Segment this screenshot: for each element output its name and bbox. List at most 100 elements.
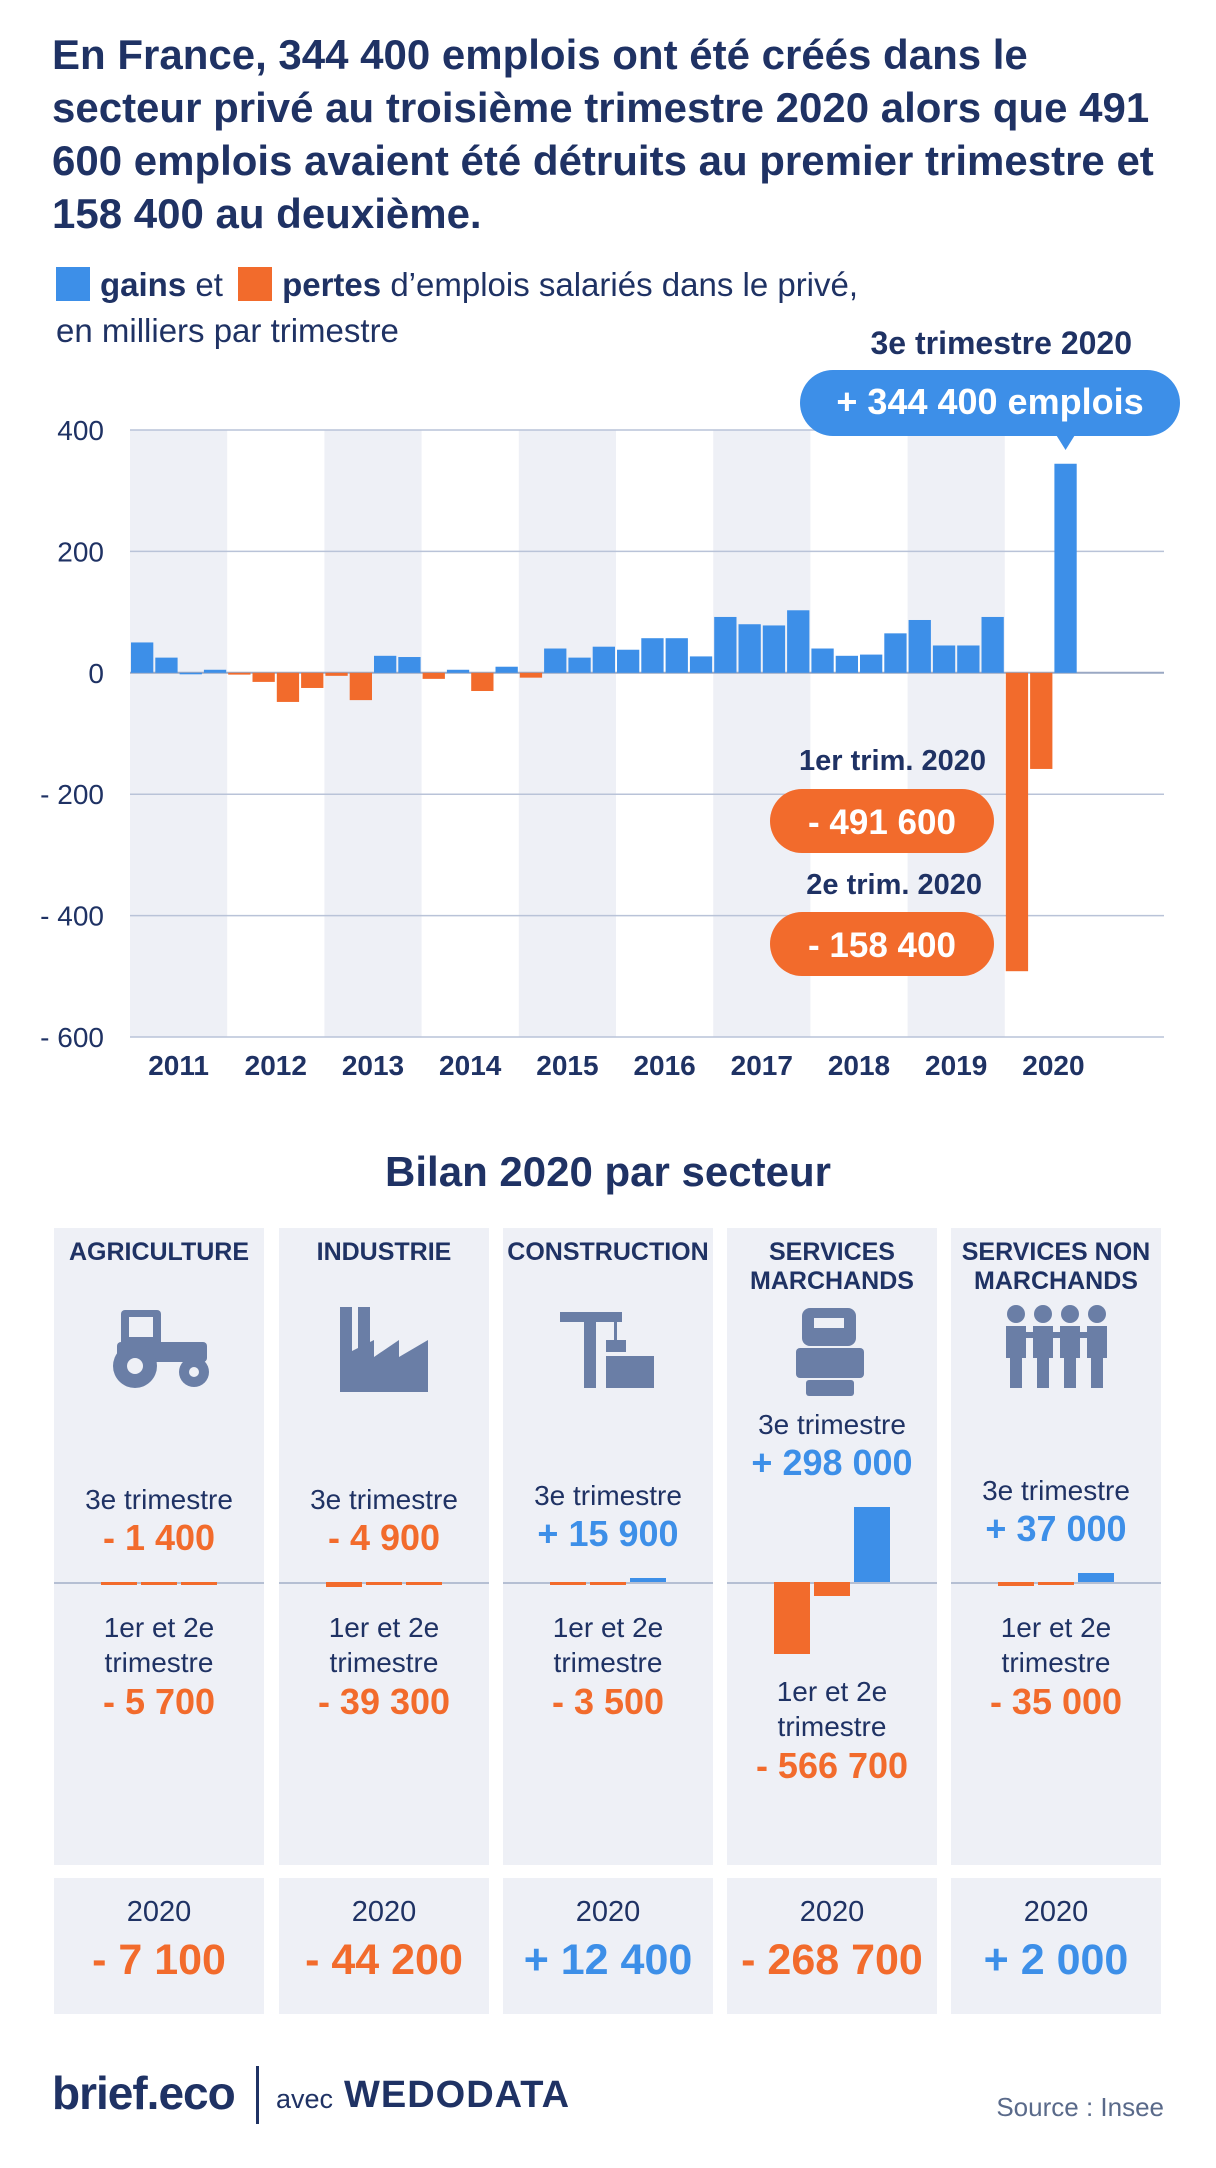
x-tick-label: 2018	[828, 1050, 890, 1081]
sector-total-panel	[951, 1878, 1161, 2014]
data-bar	[568, 657, 591, 673]
h1-value: - 35 000	[989, 1681, 1123, 1722]
sector-name: AGRICULTURE	[68, 1238, 250, 1266]
data-bar	[495, 666, 518, 673]
total-value: + 12 400	[523, 1936, 693, 1984]
data-bar	[665, 638, 688, 673]
y-tick-label: 0	[88, 658, 104, 689]
q3-bar	[854, 1506, 890, 1582]
x-tick-label: 2012	[245, 1050, 307, 1081]
q3-label: 3e trimestre	[982, 1474, 1130, 1506]
h1-value: - 39 300	[317, 1681, 451, 1722]
data-bar	[155, 657, 178, 673]
total-year: 2020	[575, 1896, 641, 1928]
h1-label: 1er et 2e trimestre	[103, 1612, 215, 1678]
q3-value: - 1 400	[102, 1517, 216, 1558]
data-bar	[860, 654, 883, 673]
x-tick-label: 2017	[731, 1050, 793, 1081]
q3-label: 3e trimestre	[85, 1484, 233, 1515]
data-bar	[349, 672, 372, 701]
h1-bar-q1	[998, 1582, 1034, 1587]
sector-name: INDUSTRIE	[316, 1238, 452, 1266]
total-year: 2020	[126, 1896, 192, 1928]
year-band	[130, 430, 228, 1037]
h1-bar-q1	[550, 1582, 586, 1585]
q3-bar	[1078, 1572, 1114, 1582]
tractor-icon	[54, 1302, 264, 1397]
q3-value: - 4 900	[327, 1517, 441, 1558]
quarterly-jobs-chart: 400 200 0 - 200 - 400 - 600 2011 2012 2013 2014 2…	[40, 325, 1180, 1081]
sector-total-panel	[727, 1878, 937, 2014]
y-tick-label: 200	[57, 536, 104, 567]
gains-label: gains	[100, 266, 187, 303]
annot-q3-pill	[800, 370, 1180, 436]
brief-eco-logo: brief.eco	[52, 2067, 236, 2119]
sector-name: SERVICES MARCHANDS	[750, 1238, 914, 1295]
h1-bar-q1	[101, 1582, 137, 1585]
y-tick-label: - 200	[40, 779, 104, 810]
data-bar	[1054, 463, 1077, 673]
annot-q1-title: 1er trim. 2020	[799, 745, 986, 777]
total-value: + 2 000	[983, 1936, 1129, 1984]
annot-q2-title: 2e trim. 2020	[806, 869, 982, 901]
legend-line2: en milliers par trimestre	[56, 312, 399, 349]
x-tick-label: 2019	[925, 1050, 987, 1081]
gains-swatch	[56, 267, 90, 301]
data-bar	[981, 616, 1004, 673]
data-bar	[714, 616, 737, 673]
annot-q1-value: - 491 600	[808, 803, 956, 842]
h1-bar-q1	[326, 1582, 362, 1587]
x-tick-label: 2020	[1022, 1050, 1084, 1081]
data-bar	[641, 638, 664, 673]
data-bar	[544, 648, 567, 673]
q3-bar	[181, 1582, 217, 1585]
x-tick-label: 2015	[536, 1050, 598, 1081]
wedodata-logo: WEDODATA	[344, 2074, 571, 2116]
y-tick-label: 400	[57, 415, 104, 446]
h1-value: - 566 700	[755, 1744, 909, 1786]
data-bar	[179, 672, 202, 675]
sector-total-panel	[279, 1878, 489, 2014]
q3-label: 3e trimestre	[310, 1484, 458, 1515]
chart-legend: gains et pertes d’emplois salariés dans …	[56, 262, 858, 354]
data-bar	[471, 672, 494, 692]
y-tick-label: - 400	[40, 901, 104, 932]
footer-avec: avec	[276, 2084, 334, 2114]
source-note: Source : Insee	[996, 2092, 1164, 2122]
h1-bar-q2	[1038, 1582, 1074, 1585]
data-bar	[398, 657, 421, 673]
cash-register-icon	[727, 1302, 937, 1403]
h1-label: 1er et 2e trimestre	[776, 1675, 888, 1742]
data-bar	[884, 633, 907, 673]
sector-name: CONSTRUCTION	[507, 1238, 709, 1266]
total-value: - 44 200	[305, 1936, 463, 1984]
q3-value: + 15 900	[537, 1512, 679, 1554]
data-bar	[276, 672, 300, 702]
data-bar	[787, 610, 810, 673]
q3-value: + 298 000	[751, 1441, 913, 1483]
data-bar	[301, 672, 324, 688]
headline: En France, 344 400 emplois ont été créés…	[52, 31, 1154, 237]
data-bar	[131, 642, 154, 673]
year-band	[518, 430, 616, 1037]
h1-label: 1er et 2e trimestre	[552, 1612, 664, 1678]
q3-label: 3e trimestre	[758, 1408, 906, 1440]
pertes-swatch	[238, 267, 273, 301]
sector-total-panel	[54, 1878, 264, 2014]
footer-divider	[256, 2066, 259, 2124]
data-bar	[519, 672, 543, 678]
data-bar	[811, 648, 834, 673]
h1-bar-q2	[814, 1582, 850, 1597]
bilan-title: Bilan 2020 par secteur	[385, 1148, 831, 1195]
total-year: 2020	[1023, 1896, 1089, 1928]
data-bar	[374, 655, 397, 673]
data-bar	[689, 656, 713, 673]
q3-bar	[630, 1577, 666, 1582]
data-bar	[325, 672, 348, 676]
total-year: 2020	[799, 1896, 865, 1928]
annot-q2-value: - 158 400	[808, 926, 956, 965]
annot-q2-pill	[770, 912, 994, 976]
crane-icon	[503, 1302, 713, 1397]
factory-icon	[279, 1302, 489, 1397]
data-bar	[592, 646, 615, 673]
